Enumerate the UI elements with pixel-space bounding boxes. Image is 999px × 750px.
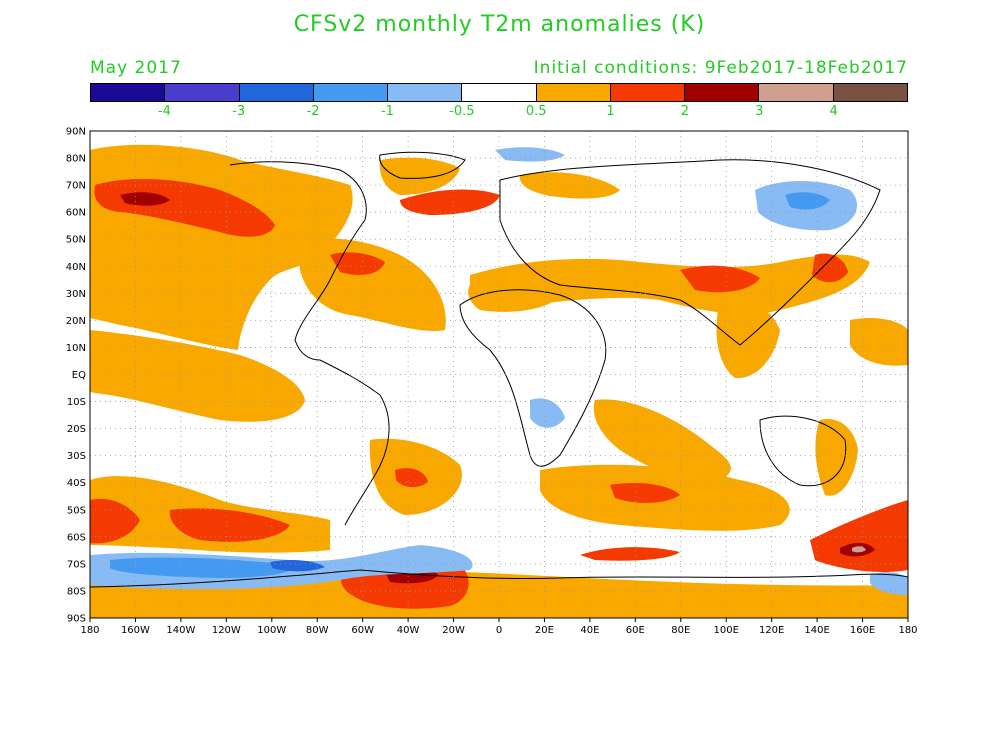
- longitude-label: 160E: [850, 625, 875, 636]
- colorbar-tick-label: -3: [232, 104, 246, 119]
- map-gridlines: [90, 131, 908, 618]
- south-atlantic-strong: [395, 468, 428, 488]
- longitude-label: 120E: [759, 625, 784, 636]
- colorbar-tick-label: -2: [306, 104, 320, 119]
- longitude-label: 140W: [166, 625, 195, 636]
- canada-warm: [200, 203, 245, 224]
- colorbar-segment: [759, 84, 834, 101]
- colorbar-segment: [91, 84, 166, 101]
- colorbar-tick-label: -4: [157, 104, 171, 119]
- latitude-label: 70S: [67, 559, 86, 570]
- colorbar-segment: [833, 84, 907, 101]
- latitude-label: 10N: [66, 343, 86, 354]
- iceland-warm: [400, 189, 500, 215]
- sahara-warm: [468, 283, 560, 312]
- colorbar-tick-label: 1: [606, 104, 615, 119]
- colorbar-segment: [536, 84, 611, 101]
- colorbar-tick-label: 4: [829, 104, 838, 119]
- tasman-warm: [815, 419, 858, 496]
- longitude-label: 180: [898, 625, 917, 636]
- arctic-cold: [495, 147, 565, 162]
- latitude-label: 50N: [66, 235, 86, 246]
- anomaly-field: [90, 131, 908, 618]
- colorbar-tick-label: -0.5: [449, 104, 475, 119]
- latitude-label: 20S: [67, 424, 86, 435]
- colorbar-legend: [90, 83, 908, 102]
- latitude-label: 80S: [67, 586, 86, 597]
- southwest-pacific-extreme: [852, 546, 866, 553]
- colorbar-tick-label: -1: [380, 104, 394, 119]
- latitude-label: 20N: [66, 316, 86, 327]
- valid-month-label: May 2017: [90, 58, 182, 78]
- latitude-label: 90N: [66, 127, 86, 138]
- colorbar-segment: [462, 84, 537, 101]
- colorbar-segment: [165, 84, 240, 101]
- longitude-label: 160W: [121, 625, 150, 636]
- latitude-label: 40N: [66, 262, 86, 273]
- latitude-label: 90S: [67, 614, 86, 625]
- colorbar-segment: [239, 84, 314, 101]
- colorbar-tick-label: 2: [680, 104, 690, 119]
- longitude-label: 140E: [804, 625, 829, 636]
- colorbar-segment: [610, 84, 686, 101]
- south-indian-strong: [610, 483, 680, 503]
- indian-ocean-warm: [593, 399, 731, 481]
- colorbar-tick-label: 0.5: [525, 104, 547, 119]
- longitude-label: 20E: [535, 625, 554, 636]
- coastlines: [90, 151, 908, 588]
- alaska-strong: [120, 192, 170, 206]
- longitude-label: 100E: [714, 625, 739, 636]
- longitude-label: 80W: [306, 625, 329, 636]
- initial-conditions-label: Initial conditions: 9Feb2017-18Feb2017: [533, 58, 908, 78]
- africa-cool: [530, 398, 565, 428]
- southern-ocean-cold-core: [270, 559, 325, 572]
- longitude-label: 100W: [257, 625, 286, 636]
- west-pacific-warm: [850, 318, 908, 366]
- south-pacific-warm-west: [90, 498, 140, 544]
- colorbar-segment: [388, 84, 463, 101]
- longitude-tick-labels: 180 160W 140W 120W 100W 80W 60W 40W 20W 0 20E 40E 60…: [80, 618, 918, 636]
- longitude-label: 40W: [397, 625, 420, 636]
- colorbar-segment: [685, 84, 760, 101]
- latitude-label: 30N: [66, 289, 86, 300]
- latitude-label: 60N: [66, 208, 86, 219]
- latitude-label: 80N: [66, 154, 86, 165]
- latitude-label: 40S: [67, 478, 86, 489]
- southern-ocean-cold-mid: [110, 557, 292, 578]
- latitude-label: EQ: [72, 370, 86, 381]
- east-pacific-warm: [90, 330, 305, 422]
- gulf-stream-warm: [330, 252, 385, 275]
- map-title: CFSv2 monthly T2m anomalies (K): [293, 12, 706, 37]
- ross-sea-cold: [870, 572, 908, 595]
- longitude-label: 20W: [442, 625, 465, 636]
- latitude-tick-labels: 90N 80N 70N 60N 50N 40N 30N 20N 10N EQ 10S 20S 30S 40…: [66, 127, 86, 625]
- japan-warm: [812, 253, 848, 283]
- asia-warm-core: [680, 265, 760, 293]
- siberia-cold-core: [785, 192, 830, 210]
- longitude-label: 120W: [212, 625, 241, 636]
- latitude-label: 70N: [66, 181, 86, 192]
- antarctic-coast-warm: [580, 547, 680, 561]
- longitude-label: 80E: [671, 625, 690, 636]
- latitude-label: 60S: [67, 532, 86, 543]
- longitude-label: 0: [496, 625, 502, 636]
- south-pacific-warm: [169, 508, 290, 542]
- colorbar-tick-label: 3: [755, 104, 764, 119]
- latitude-label: 50S: [67, 505, 86, 516]
- greenland-warm: [379, 157, 460, 195]
- longitude-label: 180: [80, 625, 99, 636]
- longitude-label: 60W: [351, 625, 374, 636]
- southwest-pacific-warm: [810, 500, 908, 572]
- colorbar-segment: [313, 84, 389, 101]
- longitude-label: 40E: [580, 625, 599, 636]
- latitude-label: 30S: [67, 451, 86, 462]
- longitude-label: 60E: [626, 625, 645, 636]
- latitude-label: 10S: [67, 397, 86, 408]
